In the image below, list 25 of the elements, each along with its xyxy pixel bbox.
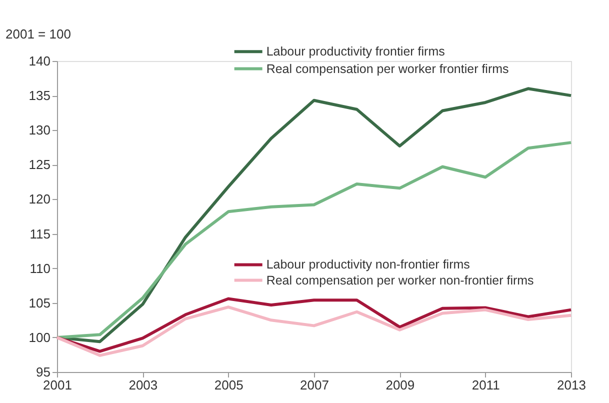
x-tick-label: 2005 bbox=[214, 378, 244, 392]
x-tick-label: 2013 bbox=[557, 378, 586, 392]
y-tick-label: 115 bbox=[30, 226, 50, 242]
x-tick-label: 2009 bbox=[386, 378, 415, 392]
y-tick-label: 120 bbox=[28, 192, 50, 207]
y-tick-label: 95 bbox=[36, 364, 50, 380]
y-tick-label: 100 bbox=[28, 330, 50, 345]
legend-label: Labour productivity frontier firms bbox=[266, 44, 445, 59]
line-series bbox=[56, 306, 572, 357]
line-series bbox=[56, 141, 572, 339]
legend-label: Real compensation per worker frontier firms bbox=[266, 62, 509, 76]
y-axis-title: 2001 = 100 bbox=[6, 26, 71, 42]
y-tick-label: 135 bbox=[28, 88, 50, 104]
y-tick-label: 110 bbox=[30, 260, 50, 276]
y-tick-label: 125 bbox=[28, 157, 50, 172]
x-tick-label: 2007 bbox=[300, 378, 329, 392]
legend-label: Labour productivity non-frontier firms bbox=[266, 258, 470, 272]
legend-label: Real compensation per worker non-frontier firms bbox=[266, 273, 534, 288]
y-tick-label: 130 bbox=[28, 122, 50, 138]
y-tick-label: 140 bbox=[28, 54, 50, 68]
x-tick-label: 2011 bbox=[472, 378, 500, 392]
x-tick-label: 2003 bbox=[128, 378, 158, 392]
y-tick-label: 105 bbox=[28, 295, 50, 310]
line-series bbox=[56, 297, 572, 353]
x-tick-label: 2001 bbox=[43, 378, 72, 392]
